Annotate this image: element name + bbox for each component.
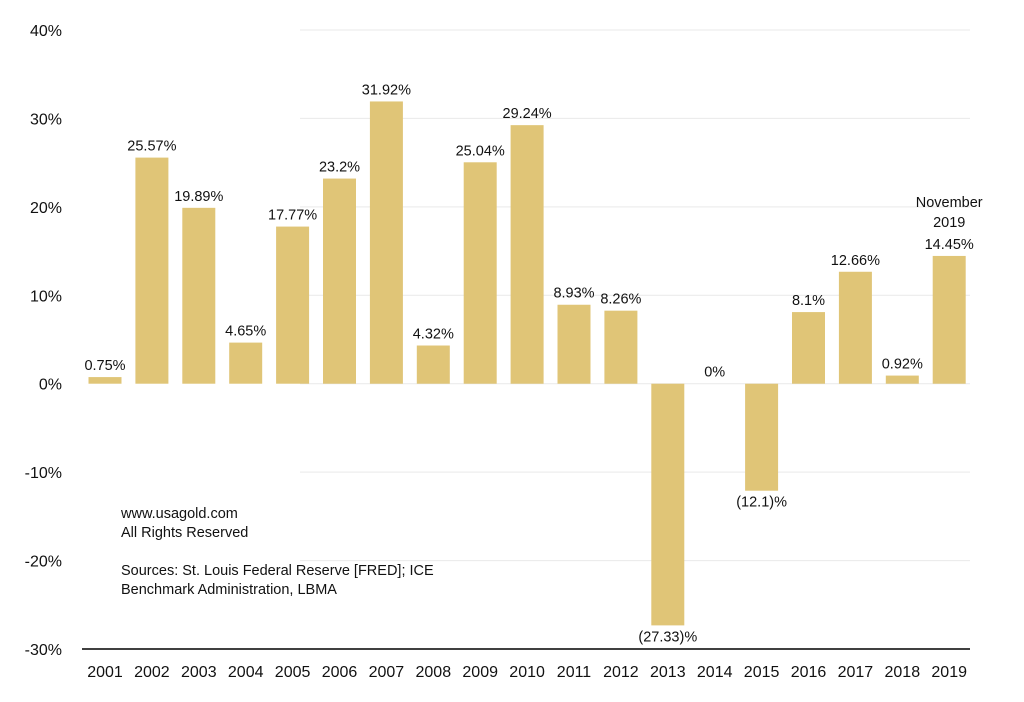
bar-2018 bbox=[885, 375, 919, 384]
bar-2010 bbox=[510, 125, 544, 384]
sources-line-2: Benchmark Administration, LBMA bbox=[121, 582, 337, 598]
bar-2002 bbox=[135, 157, 169, 384]
bar-2008 bbox=[416, 345, 450, 384]
x-tick-2010: 2010 bbox=[509, 664, 545, 681]
x-tick-2003: 2003 bbox=[181, 664, 217, 681]
x-tick-2018: 2018 bbox=[885, 664, 921, 681]
bar-2011 bbox=[557, 304, 591, 384]
data-label-2013: (27.33)% bbox=[638, 629, 697, 645]
y-tick-label: 10% bbox=[30, 288, 62, 305]
x-tick-2011: 2011 bbox=[557, 664, 592, 681]
rights-text: All Rights Reserved bbox=[121, 525, 249, 541]
x-axis: 2001 2002 2003 2004 2005 2006 2007 2008 2009 2010… bbox=[87, 664, 967, 681]
x-tick-2017: 2017 bbox=[838, 664, 874, 681]
x-tick-2007: 2007 bbox=[369, 664, 405, 681]
x-tick-2016: 2016 bbox=[791, 664, 827, 681]
source-note: www.usagold.com All Rights Reserved Sour… bbox=[121, 505, 434, 600]
data-label-2001: 0.75% bbox=[84, 358, 125, 374]
data-label-2009: 25.04% bbox=[456, 143, 505, 159]
y-tick-label: 20% bbox=[30, 200, 62, 217]
bar-2009 bbox=[463, 162, 497, 384]
data-label-2007: 31.92% bbox=[362, 82, 411, 98]
data-label-2014: 0% bbox=[704, 365, 725, 381]
bar-2015 bbox=[745, 383, 779, 491]
y-axis: 40% 30% 20% 10% 0% -10% -20% -30% bbox=[25, 23, 62, 659]
x-tick-2004: 2004 bbox=[228, 664, 264, 681]
y-tick-label: 0% bbox=[39, 377, 62, 394]
bar-2001 bbox=[88, 377, 122, 384]
data-label-2002: 25.57% bbox=[127, 139, 176, 155]
bar-2004 bbox=[229, 342, 263, 384]
sources-line-1: Sources: St. Louis Federal Reserve [FRED… bbox=[121, 563, 434, 579]
y-tick-label: 30% bbox=[30, 111, 62, 128]
annotation-line-2: 2019 bbox=[933, 215, 965, 231]
x-tick-2009: 2009 bbox=[462, 664, 498, 681]
data-label-2004: 4.65% bbox=[225, 324, 266, 340]
bars bbox=[88, 101, 966, 626]
x-tick-2001: 2001 bbox=[87, 664, 123, 681]
x-tick-2013: 2013 bbox=[650, 664, 686, 681]
data-label-2008: 4.32% bbox=[413, 327, 454, 343]
bar-2012 bbox=[604, 310, 638, 384]
annotation-line-1: November bbox=[916, 195, 983, 211]
data-label-2011: 8.93% bbox=[553, 286, 594, 302]
data-labels: 0.75% 25.57% 19.89% 4.65% 17.77% 23.2% 31.92% 4… bbox=[84, 82, 973, 645]
x-tick-2019: 2019 bbox=[931, 664, 967, 681]
x-tick-2014: 2014 bbox=[697, 664, 733, 681]
bar-2019 bbox=[932, 255, 966, 384]
data-label-2006: 23.2% bbox=[319, 160, 360, 176]
x-tick-2012: 2012 bbox=[603, 664, 639, 681]
y-tick-label: -20% bbox=[25, 554, 62, 571]
data-label-2010: 29.24% bbox=[503, 106, 552, 122]
bar-2003 bbox=[182, 207, 216, 384]
y-tick-label: 40% bbox=[30, 23, 62, 40]
y-tick-label: -30% bbox=[25, 642, 62, 659]
bar-2007 bbox=[369, 101, 403, 384]
data-label-2015: (12.1)% bbox=[736, 495, 787, 511]
data-label-2012: 8.26% bbox=[600, 292, 641, 308]
x-tick-2006: 2006 bbox=[322, 664, 358, 681]
data-label-2016: 8.1% bbox=[792, 293, 825, 309]
data-label-2017: 12.66% bbox=[831, 253, 880, 269]
x-tick-2005: 2005 bbox=[275, 664, 311, 681]
data-label-2018: 0.92% bbox=[882, 357, 923, 373]
bar-2006 bbox=[323, 178, 356, 384]
x-tick-2008: 2008 bbox=[416, 664, 452, 681]
bar-2013 bbox=[651, 383, 685, 626]
x-tick-2002: 2002 bbox=[134, 664, 170, 681]
x-tick-2015: 2015 bbox=[744, 664, 780, 681]
data-label-2019: 14.45% bbox=[925, 237, 974, 253]
gridlines bbox=[300, 29, 970, 562]
data-label-2003: 19.89% bbox=[174, 189, 223, 205]
bar-2017 bbox=[838, 271, 872, 384]
data-label-2005: 17.77% bbox=[268, 208, 317, 224]
website-link[interactable]: www.usagold.com bbox=[121, 506, 238, 522]
bar-2016 bbox=[792, 312, 825, 384]
bar-2005 bbox=[276, 226, 310, 384]
y-tick-label: -10% bbox=[25, 465, 62, 482]
